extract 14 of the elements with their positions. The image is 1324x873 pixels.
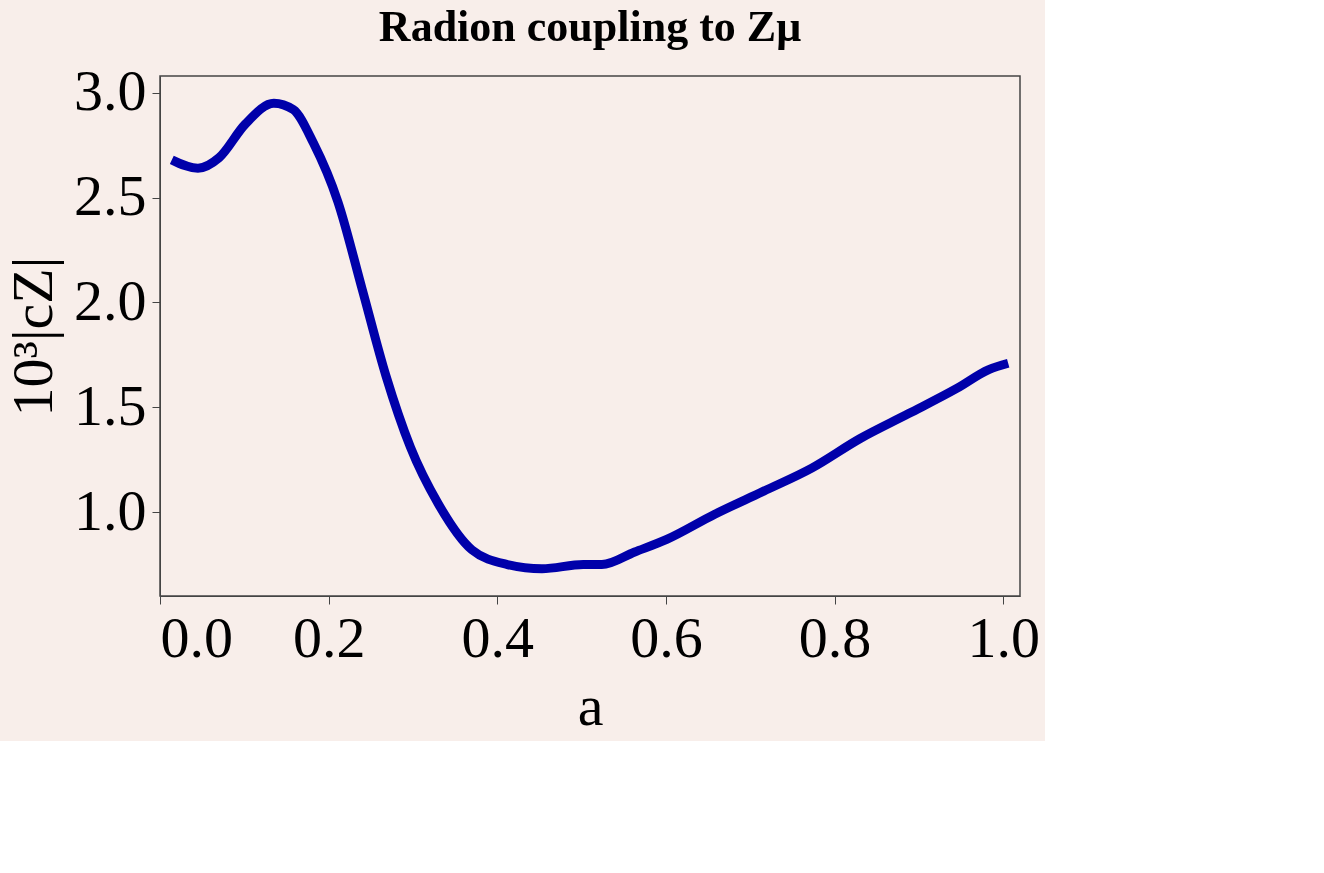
x-tick-label: 0.2 [292, 604, 366, 670]
x-tick-label: 0.6 [630, 604, 703, 670]
x-tick-label: 0.0 [160, 604, 233, 670]
x-tick-label: 0.8 [798, 604, 872, 670]
y-tick-label: 3.0 [74, 58, 147, 124]
chart-title: Radion coupling to Zμ [378, 1, 802, 51]
y-tick-label: 1.5 [74, 372, 147, 438]
x-tick-label: 0.4 [461, 604, 534, 670]
y-tick-label: 1.0 [74, 477, 147, 543]
y-tick-label: 2.5 [74, 163, 147, 229]
y-tick-label: 2.0 [74, 267, 147, 333]
x-axis-title: a [577, 672, 604, 738]
x-tick-label: 1.0 [967, 604, 1040, 670]
y-axis-title: 10³|cZ| [0, 256, 65, 417]
